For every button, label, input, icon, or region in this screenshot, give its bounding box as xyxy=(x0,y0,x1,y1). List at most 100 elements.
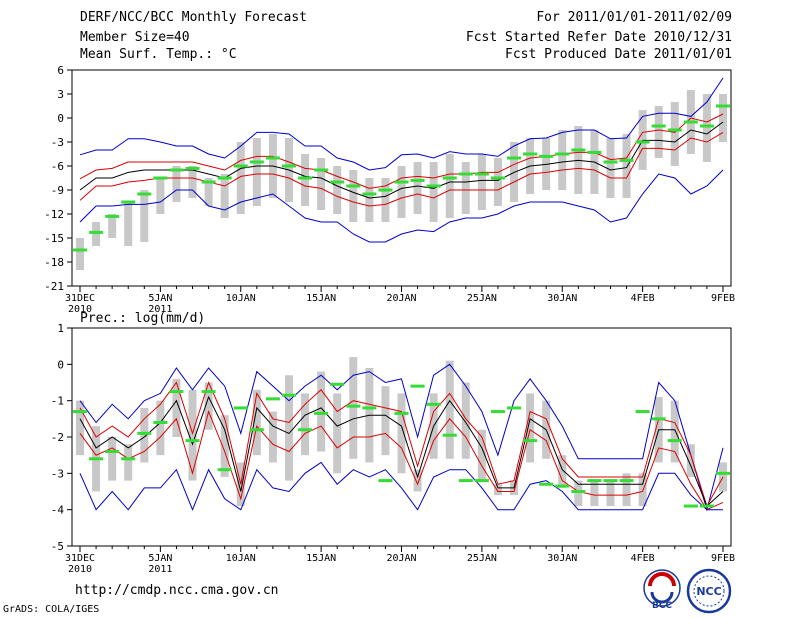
observed-marker xyxy=(233,164,248,168)
ensemble-box xyxy=(92,222,101,246)
observed-marker xyxy=(298,176,313,180)
ensemble-box xyxy=(236,142,245,214)
chart-title: DERF/NCC/BCC Monthly Forecast xyxy=(80,10,307,25)
ensemble-box xyxy=(461,382,470,459)
series-line-mean xyxy=(79,121,724,199)
observed-marker xyxy=(249,428,264,432)
observed-marker xyxy=(73,248,87,252)
ensemble-box xyxy=(558,130,567,190)
y-tick-label: 0 xyxy=(57,112,64,125)
ensemble-box xyxy=(301,393,310,456)
observed-marker xyxy=(490,176,505,180)
ensemble-box xyxy=(590,480,599,507)
ensemble-box xyxy=(719,94,727,142)
ensemble-box xyxy=(622,134,631,198)
ensemble-box xyxy=(606,138,615,198)
y-tick-label: 1 xyxy=(57,322,64,335)
x-tick-sublabel: 2010 xyxy=(68,304,92,315)
observed-marker xyxy=(281,164,296,168)
observed-marker xyxy=(217,176,232,180)
observed-marker xyxy=(523,152,538,156)
x-tick-label: 25JAN xyxy=(467,293,497,304)
ensemble-box xyxy=(252,389,261,456)
observed-marker xyxy=(249,160,264,164)
ncc-logo: NCC xyxy=(686,568,732,614)
y-tick-label: 0 xyxy=(57,358,64,371)
ensemble-box xyxy=(719,462,727,492)
observed-marker xyxy=(474,479,489,483)
y-tick-label: -2 xyxy=(51,431,64,444)
observed-marker xyxy=(667,439,682,443)
observed-marker xyxy=(137,431,152,435)
y-tick-label: -18 xyxy=(44,256,64,269)
observed-marker xyxy=(716,471,730,475)
ensemble-box xyxy=(429,162,438,222)
observed-marker xyxy=(426,184,441,188)
observed-marker xyxy=(330,382,345,386)
observed-marker xyxy=(153,420,168,424)
ensemble-box xyxy=(252,138,261,206)
ensemble-box xyxy=(349,357,358,459)
x-tick-label: 30JAN xyxy=(547,293,577,304)
ensemble-box xyxy=(397,166,406,218)
x-tick-label: 10JAN xyxy=(226,293,256,304)
ensemble-box xyxy=(76,400,84,456)
observed-marker xyxy=(507,156,522,160)
observed-marker xyxy=(635,410,650,414)
observed-marker xyxy=(346,404,361,408)
x-tick-label: 9FEB xyxy=(711,553,735,564)
observed-marker xyxy=(410,384,425,388)
observed-marker xyxy=(667,128,682,132)
observed-marker xyxy=(619,479,634,483)
grads-credit: GrADS: COLA/IGES xyxy=(3,604,100,615)
observed-marker xyxy=(314,411,329,415)
ensemble-box xyxy=(526,393,535,463)
series-line-min xyxy=(79,461,723,512)
ensemble-box xyxy=(172,166,181,202)
ensemble-box xyxy=(188,389,197,481)
ensemble-box xyxy=(188,166,197,198)
website-url[interactable]: http://cmdp.ncc.cma.gov.cn xyxy=(75,583,279,598)
ensemble-box xyxy=(76,238,84,270)
observed-marker xyxy=(121,457,136,461)
series-line-max xyxy=(79,77,724,171)
ensemble-box xyxy=(477,154,486,210)
y-tick-label: -4 xyxy=(51,504,65,517)
observed-marker xyxy=(233,406,248,410)
ensemble-box xyxy=(317,371,326,452)
ensemble-box xyxy=(140,407,149,463)
observed-marker xyxy=(474,172,489,176)
ensemble-box xyxy=(108,437,117,481)
series-line-upper xyxy=(79,113,724,189)
y-tick-label: -12 xyxy=(44,208,64,221)
observed-marker xyxy=(137,192,152,196)
observed-marker xyxy=(201,180,216,184)
ensemble-box xyxy=(204,178,213,206)
observed-marker xyxy=(683,120,698,124)
y-tick-label: -5 xyxy=(51,540,64,553)
ensemble-box xyxy=(606,480,615,507)
observed-marker xyxy=(619,158,634,162)
x-tick-label: 5JAN xyxy=(148,293,172,304)
bcc-logo-text: BCC xyxy=(652,601,672,611)
ensemble-box xyxy=(413,469,422,492)
ensemble-box xyxy=(686,444,695,477)
x-tick-label: 20JAN xyxy=(386,553,416,564)
observed-marker xyxy=(507,406,522,410)
series-line-min xyxy=(79,169,724,243)
ensemble-box xyxy=(622,473,631,507)
ensemble-box xyxy=(381,178,390,222)
x-tick-label: 15JAN xyxy=(306,553,336,564)
y-tick-label: -6 xyxy=(51,160,64,173)
observed-marker xyxy=(169,168,184,172)
y-tick-label: -21 xyxy=(44,280,64,293)
observed-marker xyxy=(651,124,666,128)
ensemble-box xyxy=(140,190,149,242)
ensemble-box xyxy=(220,415,229,477)
ensemble-box xyxy=(349,170,358,222)
observed-marker xyxy=(298,428,313,432)
ensemble-box xyxy=(493,484,502,496)
precip-panel-title: Prec.: log(mm/d) xyxy=(80,311,205,326)
forecast-period: For 2011/01/01-2011/02/09 xyxy=(536,10,732,25)
ensemble-box xyxy=(124,444,133,481)
